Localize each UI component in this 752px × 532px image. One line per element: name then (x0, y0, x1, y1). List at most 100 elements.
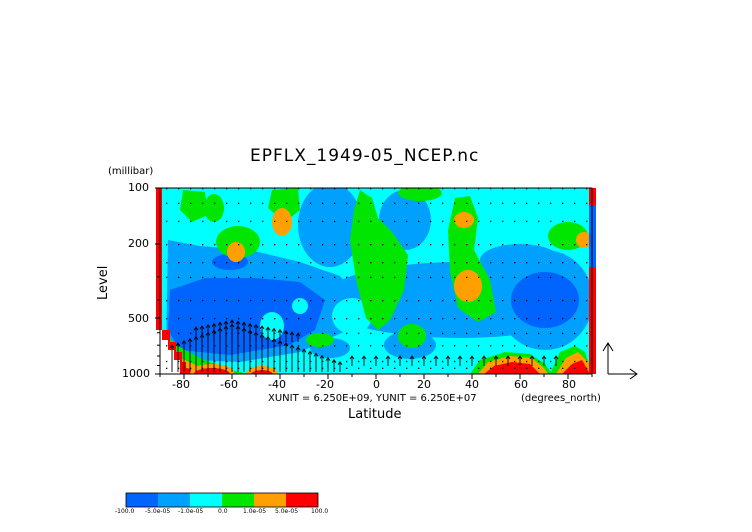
flux-vector-dot (226, 262, 228, 264)
flux-vector-dot (310, 367, 312, 370)
flux-vector-dot (250, 318, 252, 320)
flux-vector-dot (562, 360, 564, 363)
flux-vector-dot (514, 243, 516, 246)
flux-vector-dot (370, 188, 372, 190)
flux-vector-dot (550, 360, 552, 363)
flux-vector-dot (394, 367, 396, 370)
flux-vector-dot (574, 243, 576, 246)
contour-region (194, 368, 230, 374)
flux-vector-dot (322, 367, 324, 370)
flux-vector-dot (370, 262, 372, 264)
flux-vector-dot (370, 332, 372, 335)
flux-vector-dot (454, 220, 456, 223)
flux-vector-dot (562, 243, 564, 246)
flux-vector-dot (358, 299, 360, 302)
flux-vector-dot (562, 318, 564, 320)
flux-vector-dot (526, 360, 528, 363)
flux-vector-dot (310, 202, 312, 205)
y-tick-label: 1000 (122, 367, 150, 380)
y-axis-label: Level (96, 265, 111, 300)
flux-vector-dot (406, 220, 408, 223)
flux-vector-dot (526, 262, 528, 264)
flux-vector-dot (190, 188, 192, 190)
flux-vector-dot (190, 276, 192, 279)
flux-vector-dot (322, 262, 324, 264)
flux-vector-dot (202, 276, 204, 279)
flux-vector-dot (214, 276, 216, 279)
flux-vector-dot (238, 262, 240, 264)
flux-arrow-head (193, 326, 199, 331)
flux-vector-dot (262, 276, 264, 279)
flux-vector-dot (202, 262, 204, 264)
flux-vector-dot (346, 332, 348, 335)
flux-vector-dot (238, 367, 240, 370)
flux-vector-dot (334, 262, 336, 264)
flux-vector-dot (538, 262, 540, 264)
flux-vector-dot (214, 299, 216, 302)
flux-vector-dot (214, 262, 216, 264)
flux-vector-dot (298, 188, 300, 190)
flux-vector-dot (274, 220, 276, 223)
flux-vector-dot (166, 345, 168, 347)
flux-vector-dot (310, 188, 312, 190)
flux-vector-dot (490, 188, 492, 190)
reference-vector-x-head (629, 368, 638, 380)
flux-vector-dot (250, 345, 252, 347)
flux-arrow-head (229, 319, 235, 324)
flux-vector-dot (238, 276, 240, 279)
flux-vector-dot (262, 360, 264, 363)
flux-arrow-head (289, 344, 295, 349)
colorbar-tick-label: 5.0e-05 (275, 508, 299, 515)
flux-vector-dot (370, 360, 372, 363)
flux-vector-dot (382, 360, 384, 363)
flux-vector-dot (202, 360, 204, 363)
flux-vector-dot (358, 243, 360, 246)
contour-region (260, 312, 284, 340)
flux-vector-dot (226, 202, 228, 205)
flux-vector-dot (538, 345, 540, 347)
flux-vector-dot (442, 318, 444, 320)
flux-vector-dot (334, 367, 336, 370)
flux-vector-dot (574, 360, 576, 363)
flux-vector-dot (190, 220, 192, 223)
colorbar-tick-label: 100.0 (311, 508, 329, 515)
flux-vector-dot (298, 220, 300, 223)
flux-vector-dot (490, 345, 492, 347)
contour-region (562, 360, 590, 374)
flux-vector-dot (490, 262, 492, 264)
flux-vector-dot (514, 276, 516, 279)
flux-vector-dot (394, 299, 396, 302)
flux-vector-dot (574, 220, 576, 223)
flux-vector-dot (202, 202, 204, 205)
flux-arrow-head (541, 355, 547, 360)
flux-arrow-head (211, 322, 217, 327)
contour-region (180, 190, 208, 222)
flux-vector-dot (406, 299, 408, 302)
flux-vector-dot (442, 202, 444, 205)
y-tick-label: 100 (128, 181, 149, 194)
flux-vector-dot (346, 202, 348, 205)
flux-vector-dot (442, 345, 444, 347)
flux-vector-dot (418, 276, 420, 279)
flux-vector-dot (250, 202, 252, 205)
flux-vector-dot (454, 276, 456, 279)
flux-vector-dot (478, 276, 480, 279)
flux-vector-dot (214, 188, 216, 190)
flux-arrow-head (295, 346, 301, 351)
flux-vector-dot (166, 367, 168, 370)
flux-vector-dot (346, 367, 348, 370)
flux-vector-dot (166, 202, 168, 205)
contour-region (511, 272, 579, 328)
flux-vector-dot (442, 332, 444, 335)
flux-vector-dot (178, 243, 180, 246)
flux-vector-dot (586, 367, 588, 370)
flux-vector-dot (322, 360, 324, 363)
flux-arrow-head (205, 323, 211, 329)
flux-vector-dot (550, 188, 552, 190)
flux-vector-dot (190, 299, 192, 302)
y-units-label: (millibar) (108, 166, 154, 177)
flux-vector-dot (250, 367, 252, 370)
flux-vector-dot (370, 276, 372, 279)
flux-vector-dot (178, 345, 180, 347)
